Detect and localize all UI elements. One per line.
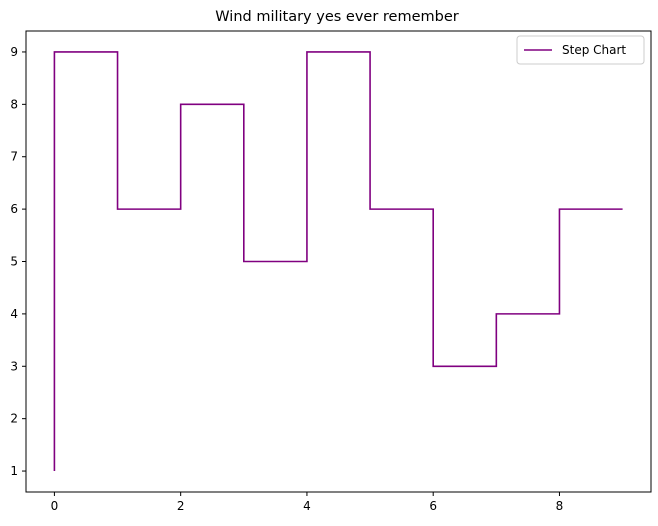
x-tick-label-2: 2 xyxy=(177,499,185,513)
y-axis: 1 2 3 4 5 6 7 8 9 xyxy=(10,45,26,478)
chart-title: Wind military yes ever remember xyxy=(215,9,459,25)
x-tick-label-8: 8 xyxy=(556,499,564,513)
legend-label-step-chart: Step Chart xyxy=(562,43,626,57)
series-layer xyxy=(53,51,623,472)
y-tick-label-9: 9 xyxy=(10,45,18,59)
axes-frame xyxy=(25,30,652,493)
y-tick-label-7: 7 xyxy=(10,150,18,164)
series-line-0 xyxy=(53,51,623,472)
y-tick-label-2: 2 xyxy=(10,412,18,426)
x-axis: 0 2 4 6 8 xyxy=(51,492,564,513)
x-tick-label-4: 4 xyxy=(303,499,311,513)
x-tick-label-0: 0 xyxy=(51,499,59,513)
y-tick-label-8: 8 xyxy=(10,97,18,111)
legend: Step Chart xyxy=(516,35,645,65)
y-tick-label-4: 4 xyxy=(10,307,18,321)
y-tick-label-3: 3 xyxy=(10,359,18,373)
plot-area xyxy=(26,31,651,492)
x-tick-label-6: 6 xyxy=(429,499,437,513)
axes-spines xyxy=(25,30,652,493)
y-tick-label-1: 1 xyxy=(10,464,18,478)
legend-box xyxy=(516,35,645,65)
y-tick-label-5: 5 xyxy=(10,255,18,269)
y-tick-label-6: 6 xyxy=(10,202,18,216)
